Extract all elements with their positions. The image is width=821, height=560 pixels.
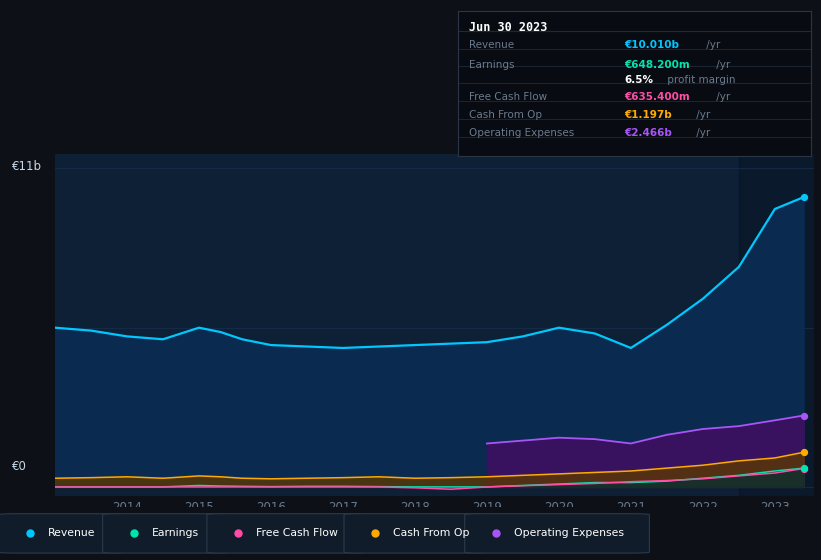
FancyBboxPatch shape (344, 514, 488, 553)
Text: Revenue: Revenue (48, 529, 95, 538)
Point (797, 411, 810, 420)
Text: /yr: /yr (693, 128, 710, 138)
Text: Earnings: Earnings (469, 59, 514, 69)
Bar (739, 154, 814, 496)
Point (797, 193, 810, 202)
Text: /yr: /yr (713, 92, 730, 102)
Text: Free Cash Flow: Free Cash Flow (256, 529, 338, 538)
Text: Cash From Op: Cash From Op (393, 529, 470, 538)
Point (797, 448, 810, 457)
Text: €0: €0 (12, 460, 27, 473)
FancyBboxPatch shape (0, 514, 126, 553)
Text: €1.197b: €1.197b (624, 110, 672, 120)
Text: €2.466b: €2.466b (624, 128, 672, 138)
Text: profit margin: profit margin (663, 76, 735, 86)
Text: Cash From Op: Cash From Op (469, 110, 542, 120)
Text: €635.400m: €635.400m (624, 92, 690, 102)
Text: €10.010b: €10.010b (624, 40, 679, 50)
Text: /yr: /yr (703, 40, 720, 50)
Text: /yr: /yr (693, 110, 710, 120)
Text: Jun 30 2023: Jun 30 2023 (469, 21, 547, 34)
FancyBboxPatch shape (103, 514, 230, 553)
Text: Operating Expenses: Operating Expenses (469, 128, 574, 138)
Text: €648.200m: €648.200m (624, 59, 690, 69)
FancyBboxPatch shape (465, 514, 649, 553)
Text: Operating Expenses: Operating Expenses (514, 529, 624, 538)
Text: 6.5%: 6.5% (624, 76, 653, 86)
Point (797, 464, 810, 473)
FancyBboxPatch shape (207, 514, 367, 553)
Text: /yr: /yr (713, 59, 730, 69)
Text: Earnings: Earnings (152, 529, 199, 538)
Text: €11b: €11b (12, 160, 43, 172)
Text: Free Cash Flow: Free Cash Flow (469, 92, 547, 102)
Point (797, 464, 810, 473)
Text: Revenue: Revenue (469, 40, 514, 50)
